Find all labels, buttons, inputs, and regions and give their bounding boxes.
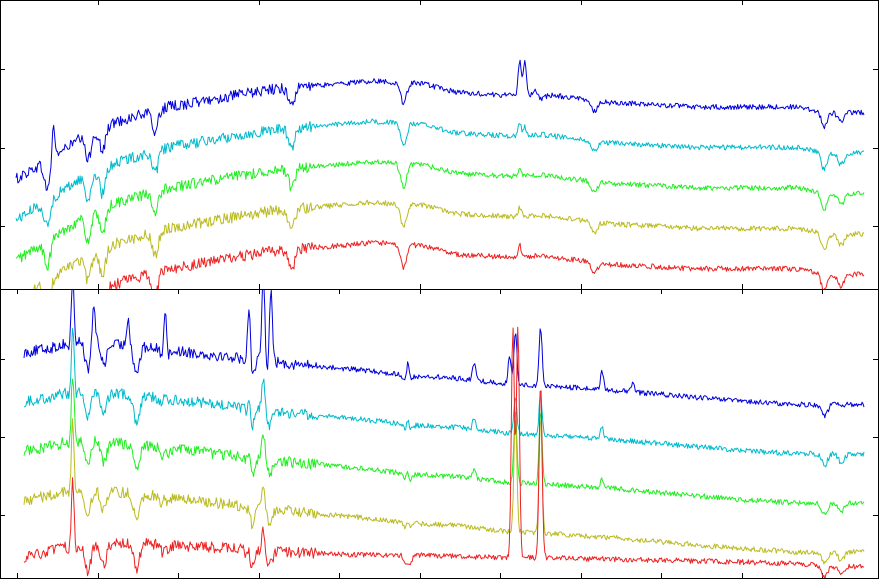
top-spectrum-line-2 [15, 118, 865, 228]
top-spectrum-line-1 [15, 59, 865, 191]
bottom-panel [0, 289, 879, 579]
top-panel [0, 0, 879, 290]
top-spectrum-line-5 [109, 240, 865, 289]
top-axes-frame [0, 0, 879, 290]
top-spectrum-line-4 [33, 199, 865, 289]
top-spectrum-line-3 [15, 159, 865, 271]
bottom-spectrum-line-1 [23, 290, 865, 419]
bottom-spectrum-line-5 [23, 326, 865, 578]
bottom-spectrum-line-4 [23, 418, 865, 565]
bottom-axes-frame [0, 289, 879, 579]
bottom-spectrum-line-3 [23, 378, 865, 516]
bottom-spectrum-line-2 [23, 328, 865, 468]
